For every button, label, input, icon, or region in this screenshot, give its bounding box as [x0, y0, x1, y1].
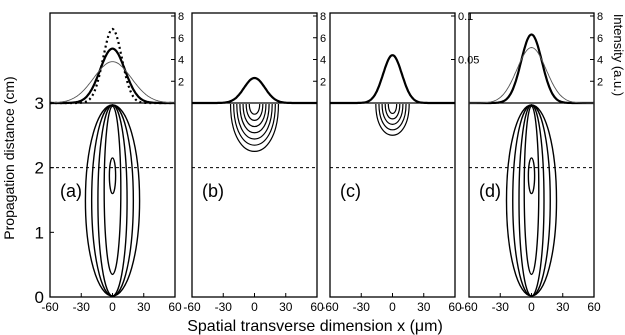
x-tick-label: -30: [73, 300, 91, 314]
intensity-tick-label: 4: [320, 55, 326, 67]
intensity-tick-label: 8: [178, 11, 184, 23]
intensity-profile-thin-solid: [50, 61, 175, 104]
intensity-contour: [239, 103, 270, 134]
panel-4: -60 -30 0 30 60 2 4 6 8 (d): [460, 11, 603, 314]
intensity-contour: [248, 103, 261, 115]
intensity-tick-label: 8: [597, 11, 603, 23]
intensity-contour: [518, 104, 545, 297]
intensity-tick-label: 6: [178, 33, 184, 45]
intensity-contour: [233, 103, 276, 146]
intensity-contour: [381, 103, 404, 125]
panel-label: (c): [340, 181, 361, 201]
intensity-profile-thick-solid: [192, 76, 317, 105]
intensity-contour: [375, 103, 410, 136]
x-tick-label: 60: [310, 300, 324, 314]
intensity-contour: [378, 103, 407, 131]
x-tick-label: 60: [587, 300, 601, 314]
x-tick-label: -30: [353, 300, 371, 314]
x-tick-label: 0: [109, 300, 116, 314]
intensity-contour: [103, 105, 122, 276]
x-tick-label: 0: [251, 300, 258, 314]
intensity-tick-label: 2: [178, 76, 184, 88]
intensity-tick-label: 4: [178, 55, 184, 67]
intensity-tick-label: 8: [320, 11, 326, 23]
x-tick-label: -60: [321, 300, 339, 314]
panel-frame: [49, 12, 176, 298]
x-axis-label: Spatial transverse dimension x (μm): [187, 318, 443, 335]
panel-frame: [468, 12, 595, 298]
x-tick-label: 30: [279, 300, 293, 314]
panel-label: (b): [202, 181, 224, 201]
intensity-tick-label: 2: [597, 76, 603, 88]
x-tick-label: -60: [41, 300, 59, 314]
intensity-tick-label: 2: [320, 76, 326, 88]
x-tick-label: -30: [492, 300, 510, 314]
panel-1: -60 -30 0 30 60 2 4 6 8 (a): [41, 11, 184, 314]
panel-label: (d): [479, 181, 501, 201]
intensity-contour: [523, 105, 540, 276]
x-tick-label: 60: [168, 300, 182, 314]
panel-label: (a): [60, 181, 82, 201]
x-tick-label: 0: [389, 300, 396, 314]
intensity-contour: [384, 103, 401, 120]
intensity-contour: [236, 103, 273, 140]
panel-3: -60 -30 0 30 600.050.1(c): [321, 11, 479, 314]
intensity-profile-thick-solid: [469, 33, 594, 105]
intensity-contour: [84, 104, 141, 297]
intensity-profile-thick-solid: [330, 54, 455, 105]
x-tick-label: 30: [556, 300, 570, 314]
intensity-profile-thick-solid: [50, 47, 175, 105]
x-tick-label: -60: [183, 300, 201, 314]
panel-2: -60 -30 0 30 60 2 4 6 8 (b): [183, 11, 326, 314]
intensity-profile-thin-solid: [469, 47, 594, 104]
x-tick-label: 30: [417, 300, 431, 314]
y-tick-label: 2: [35, 159, 44, 178]
right-y-axis-label: Intensity (a.u.): [611, 14, 625, 96]
y-axis-label: Propagation distance (cm): [1, 76, 17, 239]
y-tick-label: 3: [35, 94, 44, 113]
intensity-tick-label: 6: [320, 33, 326, 45]
intensity-contour: [245, 103, 264, 121]
intensity-contour: [242, 103, 267, 128]
intensity-contour: [108, 157, 117, 195]
intensity-contour: [229, 103, 280, 152]
intensity-profile-dotted: [50, 27, 175, 105]
x-tick-label: -60: [460, 300, 478, 314]
intensity-contour: [387, 103, 398, 115]
x-tick-label: 30: [137, 300, 151, 314]
intensity-tick-label: 6: [597, 33, 603, 45]
y-tick-label: 1: [35, 223, 44, 242]
x-tick-label: -30: [215, 300, 233, 314]
y-tick-label: 0: [35, 288, 44, 307]
x-tick-label: 60: [448, 300, 462, 314]
x-tick-label: 0: [528, 300, 535, 314]
intensity-contour: [505, 104, 558, 297]
intensity-contour: [527, 157, 536, 195]
intensity-tick-label: 4: [597, 55, 603, 67]
panel-frame: [191, 12, 318, 298]
intensity-contour: [97, 104, 128, 297]
